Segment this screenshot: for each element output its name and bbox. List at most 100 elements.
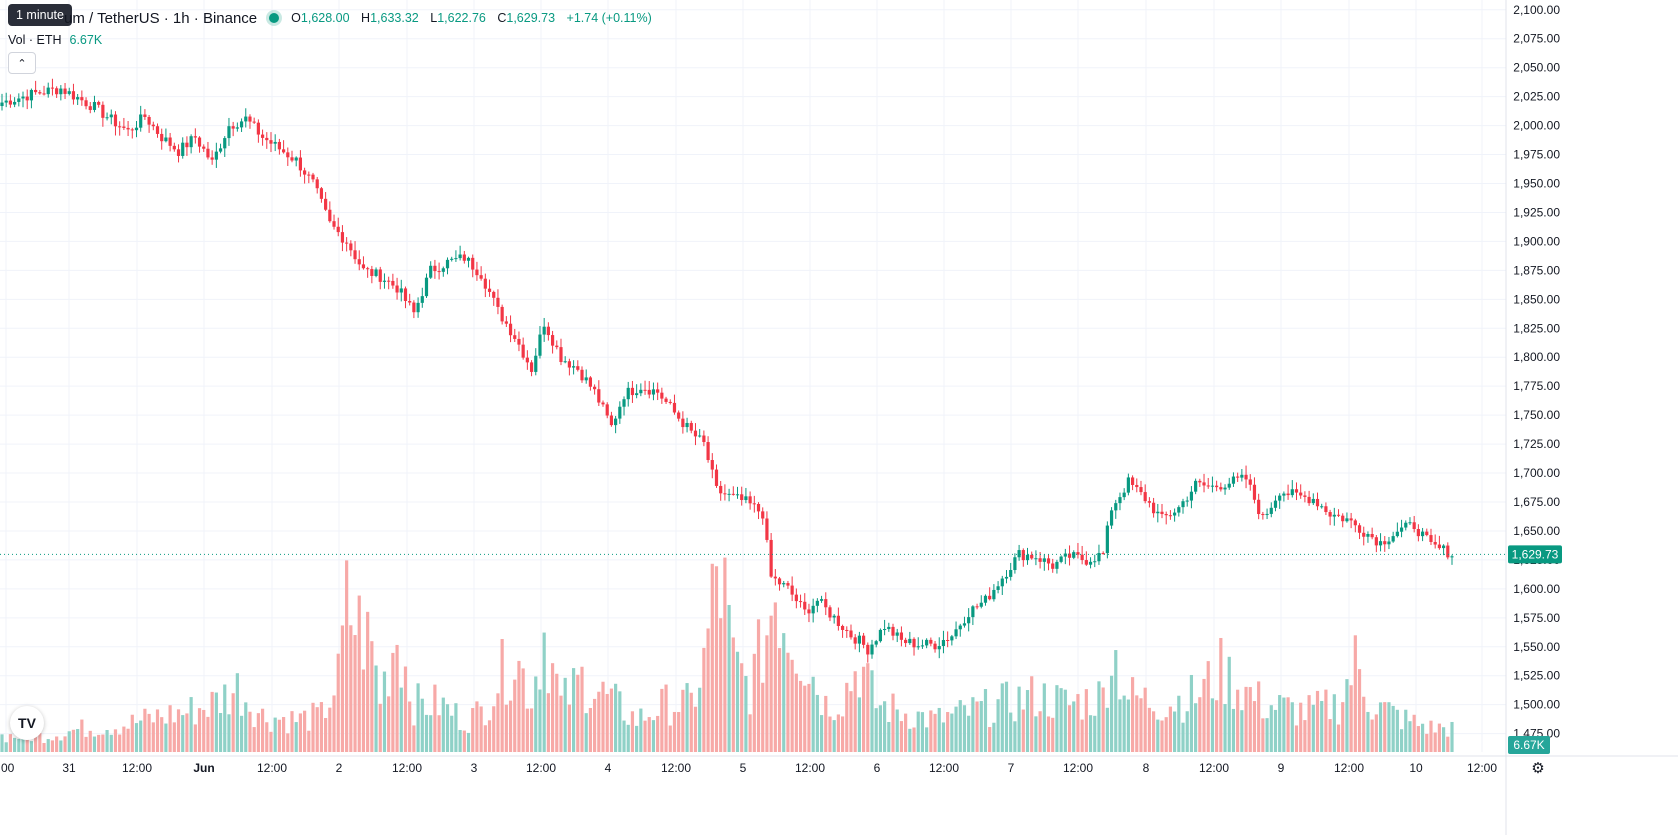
candle-body: [1303, 495, 1307, 497]
volume-bar: [861, 666, 866, 752]
volume-bar: [286, 733, 290, 752]
volume-bar: [332, 695, 336, 752]
volume-bar: [576, 674, 580, 752]
x-tick-label: 12:00: [929, 761, 959, 775]
candle-body: [1299, 492, 1303, 496]
volume-bar: [929, 710, 933, 752]
candle-body: [1236, 476, 1240, 478]
candle-body: [975, 606, 979, 608]
candle-body: [17, 98, 21, 102]
candle-body: [1307, 496, 1311, 504]
volume-bar: [1349, 685, 1353, 752]
collapse-legend-button[interactable]: ⌃: [8, 52, 36, 74]
volume-bar: [382, 671, 387, 752]
candle-body: [702, 435, 706, 443]
candle-body: [1446, 545, 1450, 558]
volume-bar: [525, 708, 529, 752]
candle-body: [979, 602, 983, 607]
x-tick-label: 12:00: [392, 761, 422, 775]
candle-body: [1122, 492, 1126, 498]
volume-bar: [735, 651, 740, 752]
volume-bar: [1219, 637, 1223, 752]
volume-bar: [1215, 700, 1219, 752]
volume-bar: [399, 687, 403, 752]
volume-bar: [122, 726, 126, 752]
candle-body: [925, 639, 929, 646]
volume-bar: [370, 641, 374, 752]
volume-bar: [639, 708, 643, 752]
volume-bar: [824, 695, 828, 752]
candle-body: [1341, 515, 1345, 522]
candle-body: [1215, 485, 1219, 488]
candle-body: [487, 288, 492, 292]
market-status-dot[interactable]: [269, 13, 280, 23]
volume-bar: [290, 711, 294, 752]
candle-body: [534, 355, 538, 372]
candle-body: [1311, 498, 1315, 504]
volume-bar: [487, 720, 492, 752]
volume-bar: [403, 666, 408, 752]
chevron-up-icon: ⌃: [17, 57, 27, 70]
candle-body: [483, 278, 487, 289]
candle-body: [836, 615, 840, 626]
candle-body: [252, 121, 256, 123]
volume-bar: [740, 663, 744, 752]
volume-bar: [1420, 723, 1425, 752]
candle-body: [773, 576, 777, 579]
candle-body: [1374, 537, 1378, 546]
candle-body: [752, 503, 756, 505]
volume-bar: [773, 602, 777, 752]
candle-body: [29, 89, 34, 101]
volume-bar: [1265, 718, 1269, 752]
volume-bar: [840, 716, 845, 752]
tradingview-logo[interactable]: TV: [10, 706, 44, 740]
candle-body: [206, 148, 210, 158]
volume-bar: [466, 732, 471, 752]
volume-bar: [832, 720, 836, 752]
volume-bar: [1189, 674, 1194, 752]
candle-body: [912, 638, 916, 648]
candle-body: [714, 469, 719, 486]
volume-bar: [609, 688, 614, 752]
volume-bar: [130, 714, 134, 752]
candle-body: [1042, 558, 1046, 562]
volume-bar: [836, 714, 840, 752]
candle-body: [1437, 544, 1441, 549]
close-value: 1,629.73: [506, 11, 556, 25]
candle-body: [155, 126, 160, 134]
volume-bar: [702, 647, 706, 752]
volume-bar: [975, 701, 979, 752]
volume-bar: [508, 700, 513, 752]
candle-body: [693, 430, 698, 437]
candle-body: [706, 442, 710, 461]
candle-body: [1336, 514, 1341, 516]
volume-bar: [513, 679, 517, 752]
volume-bar: [38, 733, 42, 752]
volume-bar: [80, 719, 84, 752]
volume-bar: [635, 725, 639, 752]
volume-legend[interactable]: Vol · ETH 6.67K: [8, 33, 102, 47]
volume-bar: [887, 722, 891, 752]
candle-body: [555, 345, 559, 348]
candle-body: [731, 493, 735, 495]
volume-bar: [727, 604, 731, 752]
volume-bar: [1088, 715, 1093, 752]
symbol-title[interactable]: um / TetherUS · 1h · Binance: [64, 9, 258, 27]
volume-bar: [971, 697, 975, 752]
volume-bar: [1429, 720, 1433, 752]
candle-body: [311, 174, 315, 180]
volume-bar: [815, 694, 819, 752]
ohlc-values: O1,628.00 H1,633.32 L1,622.76 C1,629.73 …: [291, 11, 652, 25]
gear-icon[interactable]: ⚙: [1531, 760, 1545, 777]
candle-body: [567, 361, 571, 368]
volume-bar: [500, 638, 504, 752]
candle-body: [546, 326, 550, 336]
change-value: +1.74 (+0.11%): [566, 11, 652, 25]
volume-bar: [214, 692, 218, 752]
candle-body: [1353, 520, 1357, 526]
volume-bar: [622, 720, 626, 752]
candle-body: [508, 323, 513, 336]
candle-body: [1143, 492, 1147, 502]
volume-bar: [593, 698, 597, 752]
